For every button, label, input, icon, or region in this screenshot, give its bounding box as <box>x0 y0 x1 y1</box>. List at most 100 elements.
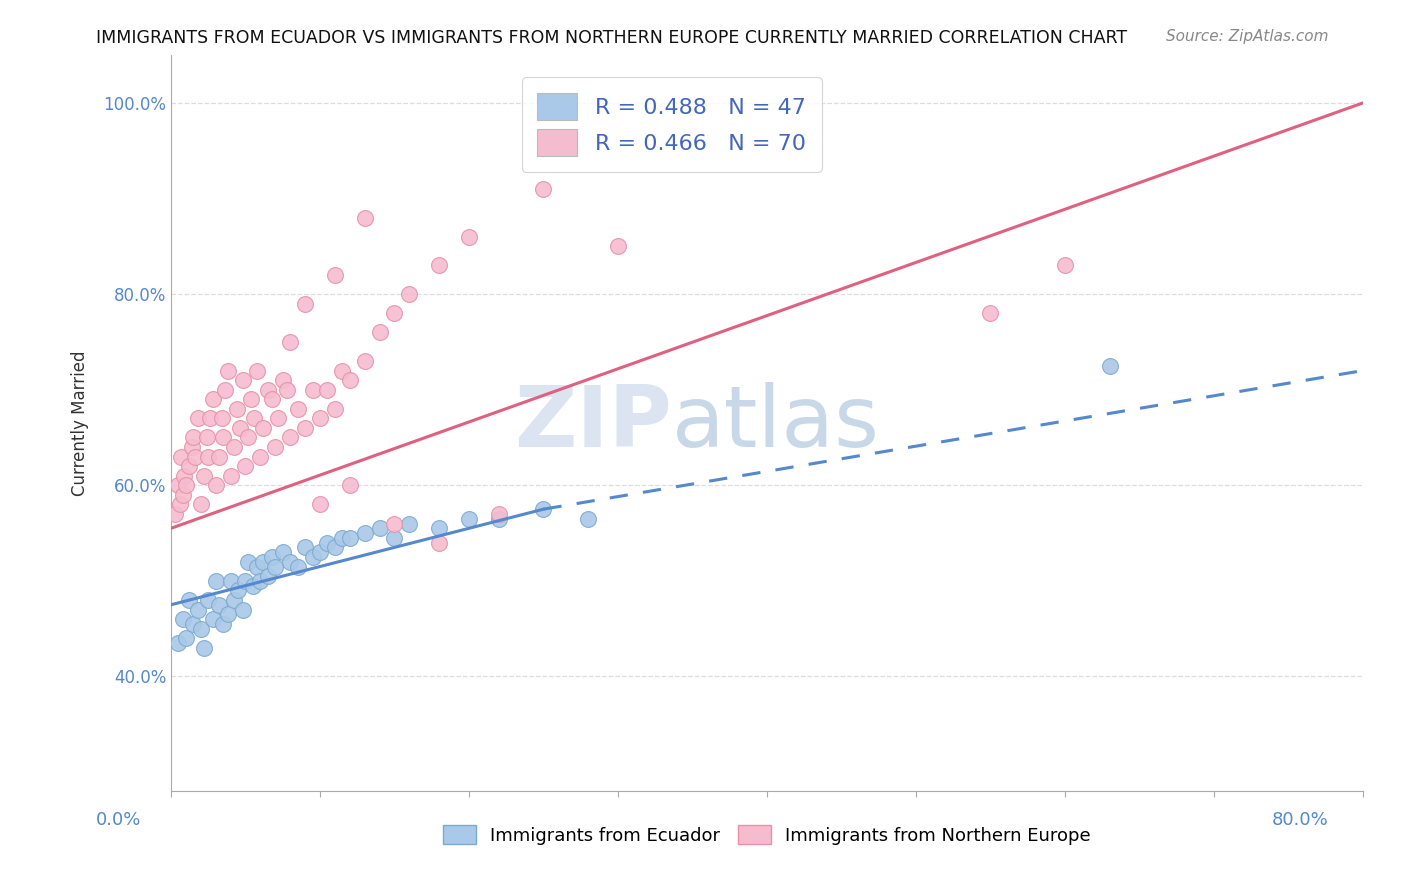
Point <box>195 430 218 444</box>
Point <box>309 411 332 425</box>
Point <box>488 512 510 526</box>
Point <box>167 478 190 492</box>
Point <box>201 612 224 626</box>
Point <box>278 555 301 569</box>
Point <box>398 516 420 531</box>
Point <box>235 574 257 588</box>
Point <box>384 306 406 320</box>
Point <box>217 363 239 377</box>
Point <box>228 421 250 435</box>
Point <box>278 334 301 349</box>
Point <box>242 579 264 593</box>
Point <box>208 598 231 612</box>
Point <box>204 574 226 588</box>
Text: Source: ZipAtlas.com: Source: ZipAtlas.com <box>1166 29 1329 44</box>
Point <box>212 616 235 631</box>
Point <box>235 459 257 474</box>
Text: IMMIGRANTS FROM ECUADOR VS IMMIGRANTS FROM NORTHERN EUROPE CURRENTLY MARRIED COR: IMMIGRANTS FROM ECUADOR VS IMMIGRANTS FR… <box>96 29 1126 46</box>
Point <box>256 569 278 583</box>
Point <box>208 450 231 464</box>
Point <box>264 559 287 574</box>
Point <box>287 401 309 416</box>
Point <box>339 531 361 545</box>
Point <box>197 593 219 607</box>
Point <box>204 478 226 492</box>
Y-axis label: Currently Married: Currently Married <box>72 351 89 496</box>
Point <box>353 526 375 541</box>
Point <box>339 373 361 387</box>
Point <box>330 531 353 545</box>
Point <box>368 521 391 535</box>
Point <box>323 541 346 555</box>
Point <box>243 411 266 425</box>
Point <box>193 640 215 655</box>
Point <box>339 478 361 492</box>
Point <box>180 440 202 454</box>
Point <box>190 497 212 511</box>
Point <box>222 593 245 607</box>
Point <box>184 450 207 464</box>
Point <box>316 383 339 397</box>
Legend: R = 0.488   N = 47, R = 0.466   N = 70: R = 0.488 N = 47, R = 0.466 N = 70 <box>522 78 821 171</box>
Point <box>309 497 332 511</box>
Point <box>488 507 510 521</box>
Text: atlas: atlas <box>672 382 880 465</box>
Point <box>353 354 375 368</box>
Point <box>323 401 346 416</box>
Point <box>214 383 236 397</box>
Point <box>271 545 294 559</box>
Point <box>384 531 406 545</box>
Point <box>1053 259 1076 273</box>
Point <box>256 383 278 397</box>
Point <box>201 392 224 407</box>
Point <box>533 182 555 196</box>
Point <box>238 555 260 569</box>
Text: 80.0%: 80.0% <box>1272 811 1329 829</box>
Point <box>353 211 375 225</box>
Point <box>172 612 194 626</box>
Point <box>212 430 235 444</box>
Point <box>294 421 316 435</box>
Point <box>190 622 212 636</box>
Point <box>278 430 301 444</box>
Text: 0.0%: 0.0% <box>96 811 141 829</box>
Point <box>316 535 339 549</box>
Point <box>177 593 200 607</box>
Point <box>330 363 353 377</box>
Point <box>198 411 221 425</box>
Point <box>219 574 242 588</box>
Point <box>398 287 420 301</box>
Point <box>458 512 481 526</box>
Point <box>246 559 269 574</box>
Point <box>301 383 323 397</box>
Point <box>262 549 284 564</box>
Point <box>368 326 391 340</box>
Point <box>222 440 245 454</box>
Point <box>197 450 219 464</box>
Point <box>226 583 249 598</box>
Point <box>309 545 332 559</box>
Point <box>187 602 209 616</box>
Point <box>231 373 253 387</box>
Point <box>294 296 316 310</box>
Point <box>231 602 253 616</box>
Point <box>165 507 187 521</box>
Point <box>219 468 242 483</box>
Point <box>252 421 274 435</box>
Point <box>427 535 450 549</box>
Point <box>384 516 406 531</box>
Point <box>979 306 1001 320</box>
Text: ZIP: ZIP <box>513 382 672 465</box>
Point <box>287 559 309 574</box>
Point <box>183 616 205 631</box>
Point <box>294 541 316 555</box>
Point <box>169 497 191 511</box>
Point <box>262 392 284 407</box>
Point <box>187 411 209 425</box>
Point <box>1098 359 1121 373</box>
Point <box>323 268 346 282</box>
Point <box>427 259 450 273</box>
Point <box>267 411 290 425</box>
Point <box>249 450 271 464</box>
Point <box>183 430 205 444</box>
